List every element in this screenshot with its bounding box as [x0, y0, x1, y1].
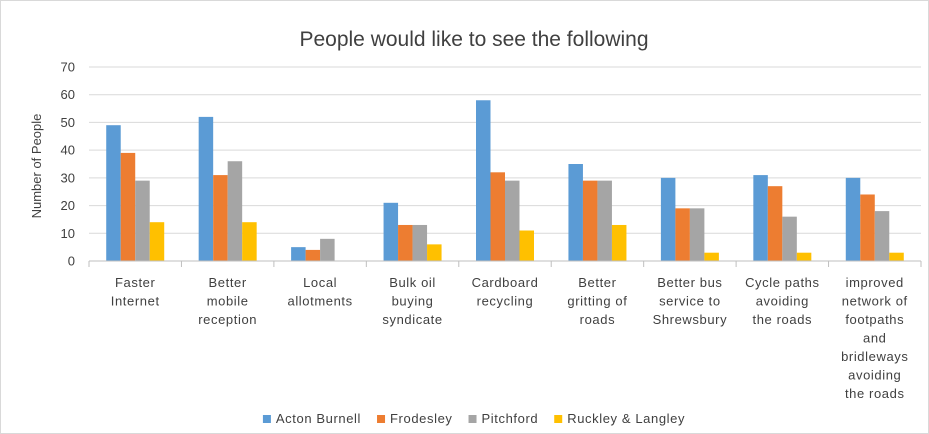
- bar: [242, 222, 257, 261]
- bar: [611, 224, 627, 261]
- legend-item: Ruckley & Langley: [554, 411, 685, 426]
- bar: [796, 252, 812, 261]
- bar: [689, 208, 705, 261]
- bar: [476, 100, 491, 261]
- bar: [427, 244, 442, 261]
- y-axis-label: Number of People: [29, 114, 44, 219]
- chart-title: People would like to see the following: [299, 28, 648, 51]
- bar: [305, 249, 321, 261]
- legend-swatch: [468, 415, 477, 423]
- legend-swatch: [377, 415, 386, 423]
- y-tick-label: 50: [61, 115, 75, 130]
- y-tick-label: 70: [61, 60, 75, 75]
- bar: [412, 224, 428, 261]
- bar: [505, 180, 520, 261]
- bar: [660, 177, 676, 261]
- category-label: Bulk oil buying syndicate: [382, 275, 442, 327]
- bar: [889, 252, 904, 261]
- bar: [291, 247, 306, 261]
- category-label: Local allotments: [287, 275, 352, 309]
- category-labels: Faster Internet Better mobile reception Local…: [111, 275, 908, 401]
- bar: [320, 238, 335, 261]
- bars: [106, 100, 904, 261]
- bar: [568, 164, 583, 261]
- legend-label: Ruckley & Langley: [567, 411, 685, 426]
- bar: [845, 177, 861, 261]
- bar: [860, 194, 875, 261]
- legend-item: Acton Burnell: [262, 411, 361, 426]
- bar: [213, 175, 228, 261]
- bar: [135, 180, 150, 261]
- bar: [383, 202, 399, 261]
- category-label: Better bus service to Shrewsbury: [653, 275, 728, 327]
- category-label: Better mobile reception: [198, 275, 257, 327]
- legend-label: Acton Burnell: [276, 411, 361, 426]
- category-label: Faster Internet: [111, 275, 160, 309]
- y-tick-label: 0: [68, 254, 75, 269]
- legend-item: Pitchford: [468, 411, 539, 426]
- bar: [782, 216, 797, 261]
- y-tick-label: 30: [61, 170, 75, 185]
- category-label: improved network of footpaths and bridleways…: [841, 275, 908, 401]
- bar: [106, 125, 121, 261]
- bar: [753, 175, 768, 261]
- bar: [198, 116, 214, 261]
- legend-swatch: [262, 415, 271, 423]
- bar: [398, 224, 413, 261]
- legend-swatch: [554, 415, 563, 423]
- y-tick-label: 10: [61, 226, 75, 241]
- y-axis-ticks: 0 10 20 30 40 50 60 70: [61, 60, 75, 269]
- bar: [120, 152, 136, 261]
- bar: [767, 186, 783, 261]
- category-label: Cycle paths avoiding the roads: [745, 275, 820, 327]
- x-axis: [88, 260, 922, 267]
- category-label: Cardboard recycling: [472, 275, 539, 309]
- legend: Acton Burnell Frodesley Pitchford Ruckley &…: [262, 411, 685, 426]
- bar: [227, 161, 243, 261]
- bar: [519, 230, 534, 261]
- legend-item: Frodesley: [377, 411, 452, 426]
- bar: [597, 180, 612, 261]
- category-label: Better gritting of roads: [567, 275, 627, 327]
- y-tick-label: 60: [61, 87, 75, 102]
- bar: [582, 180, 598, 261]
- bar: [149, 222, 165, 261]
- legend-label: Frodesley: [390, 411, 452, 426]
- bar: [874, 211, 890, 261]
- y-tick-label: 20: [61, 198, 75, 213]
- legend-label: Pitchford: [482, 411, 539, 426]
- y-tick-label: 40: [61, 143, 75, 158]
- bar: [490, 172, 505, 261]
- bar: [704, 252, 719, 261]
- bar: [675, 208, 690, 261]
